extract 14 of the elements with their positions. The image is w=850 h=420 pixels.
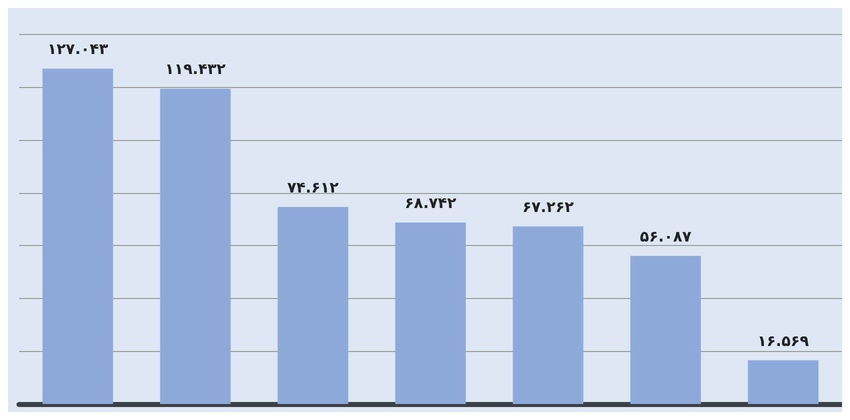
data-label: ۶۷.۲۶۲ — [522, 198, 574, 216]
bar — [512, 226, 584, 404]
bar — [42, 68, 114, 404]
bar — [748, 360, 818, 404]
bar — [278, 207, 348, 404]
data-label: ۶۸.۷۴۲ — [404, 194, 456, 212]
data-label: ۱۲۷.۰۴۳ — [47, 40, 108, 58]
data-label: ۱۶.۵۶۹ — [757, 332, 809, 350]
bar — [395, 222, 466, 404]
bar — [630, 256, 701, 404]
data-label: ۵۶.۰۸۷ — [640, 227, 692, 246]
data-label: ۱۱۹.۴۳۲ — [165, 60, 226, 78]
bar — [160, 88, 231, 404]
data-label: ۷۴.۶۱۲ — [287, 178, 339, 197]
